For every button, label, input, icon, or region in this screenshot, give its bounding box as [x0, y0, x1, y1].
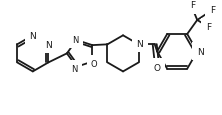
Text: F: F [206, 23, 211, 32]
Text: F: F [210, 6, 215, 15]
Text: F: F [190, 1, 195, 10]
Text: O: O [91, 60, 98, 69]
Text: N: N [136, 39, 143, 48]
Text: N: N [29, 32, 36, 40]
Text: N: N [45, 40, 52, 49]
Text: N: N [72, 35, 79, 44]
Text: N: N [71, 65, 78, 74]
Text: N: N [197, 47, 204, 56]
Text: O: O [153, 63, 160, 72]
